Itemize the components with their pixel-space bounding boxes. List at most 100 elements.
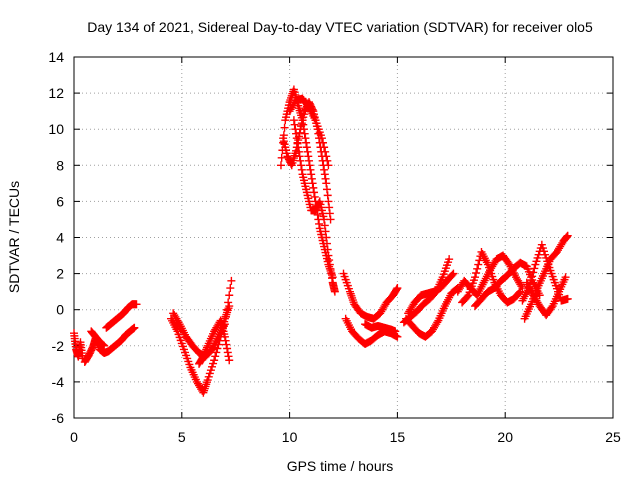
- data-point: [449, 269, 458, 278]
- y-axis-label: SDTVAR / TECUs: [6, 181, 22, 293]
- tick-labels: 0 5 10 15 20 25 -6 -4 -2 0 2 4 6 8 10 12 14: [48, 49, 621, 445]
- data-point-trace: [472, 268, 481, 277]
- data-point-trace: [313, 210, 322, 219]
- data-point-trace: [200, 349, 209, 358]
- data-point-trace: [463, 292, 472, 301]
- data-point-trace: [448, 270, 457, 279]
- data-point-trace: [290, 120, 299, 129]
- data-point-trace: [303, 147, 312, 156]
- data-point-trace: [297, 161, 306, 170]
- data-point-trace: [325, 203, 334, 212]
- data-point-trace: [321, 174, 330, 183]
- y-tick-label: 2: [56, 266, 64, 282]
- y-tick-label: 10: [48, 121, 64, 137]
- data-point-trace: [226, 284, 235, 293]
- data-point: [324, 161, 333, 170]
- data-point-trace: [527, 276, 536, 285]
- data-point-trace: [321, 147, 330, 156]
- data-point-trace: [295, 152, 304, 161]
- data-point: [276, 161, 285, 170]
- data-point-trace: [321, 227, 330, 236]
- series-arc-22: [520, 231, 572, 323]
- data-point: [563, 231, 572, 240]
- x-tick-label: 15: [390, 429, 406, 445]
- data-point: [330, 287, 339, 296]
- chart-title: Day 134 of 2021, Sidereal Day-to-day VTE…: [87, 19, 593, 35]
- data-point: [227, 276, 236, 285]
- data-point-trace: [308, 179, 317, 188]
- grid: [74, 57, 613, 418]
- series-arc-13: [341, 314, 402, 348]
- data-point: [302, 143, 311, 152]
- y-tick-label: 6: [56, 193, 64, 209]
- x-tick-label: 10: [282, 429, 298, 445]
- data-point: [132, 300, 141, 309]
- data-point: [393, 284, 402, 293]
- series-arc-16: [402, 284, 462, 341]
- data-point-trace: [326, 265, 335, 274]
- x-tick-label: 25: [605, 429, 621, 445]
- data-point-trace: [322, 233, 331, 242]
- data-point-trace: [293, 138, 302, 147]
- data-point-trace: [310, 192, 319, 201]
- series-arc-4: [87, 327, 109, 350]
- data-point-trace: [301, 134, 310, 143]
- data-point-trace: [320, 143, 329, 152]
- y-tick-label: 4: [56, 230, 64, 246]
- x-axis-label: GPS time / hours: [287, 458, 394, 474]
- data-point: [563, 294, 572, 303]
- data-point-trace: [320, 170, 329, 179]
- x-tick-label: 0: [70, 429, 78, 445]
- data-point-trace: [517, 282, 526, 291]
- data-point: [322, 179, 331, 188]
- data-point-trace: [563, 232, 572, 241]
- data-point-trace: [325, 256, 334, 265]
- data-point-trace: [222, 340, 231, 349]
- data-point-trace: [324, 197, 333, 206]
- data-point-trace: [320, 165, 329, 174]
- data-point-trace: [323, 156, 332, 165]
- data-point: [445, 255, 454, 264]
- data-point-trace: [224, 298, 233, 307]
- series-arc-3: [102, 300, 141, 332]
- data-point-trace: [223, 305, 232, 314]
- data-point-trace: [309, 183, 318, 192]
- data-point-trace: [473, 264, 482, 273]
- data-point: [320, 215, 329, 224]
- data-point-trace: [200, 350, 209, 359]
- data-point-trace: [300, 129, 309, 138]
- data-point-trace: [224, 352, 233, 361]
- data-point: [210, 356, 219, 365]
- series-arc-14: [361, 320, 400, 336]
- data-point: [307, 170, 316, 179]
- data-point-trace: [528, 272, 537, 281]
- data-point-trace: [392, 285, 401, 294]
- data-point-trace: [305, 156, 314, 165]
- data-point-trace: [292, 129, 301, 138]
- data-point-trace: [322, 152, 331, 161]
- data-point-trace: [296, 156, 305, 165]
- series-arc-23: [522, 273, 570, 320]
- data-point: [130, 323, 139, 332]
- data-point-trace: [292, 134, 301, 143]
- data-point: [471, 273, 480, 282]
- data-point-trace: [223, 344, 232, 353]
- series-arc-5: [167, 302, 234, 397]
- data-point: [391, 327, 400, 336]
- x-tick-label: 20: [497, 429, 513, 445]
- series-arc-17: [404, 269, 458, 318]
- data-point: [317, 134, 326, 143]
- x-tick-label: 5: [178, 429, 186, 445]
- data-point-trace: [562, 233, 571, 242]
- data-point-trace: [315, 198, 324, 207]
- data-point-trace: [225, 291, 234, 300]
- y-tick-label: -6: [52, 410, 65, 426]
- data-point-trace: [291, 125, 300, 134]
- data-point-trace: [295, 128, 304, 137]
- data-point-trace: [515, 288, 524, 297]
- data-point-trace: [302, 138, 311, 147]
- data-point-trace: [474, 260, 483, 269]
- data-point-trace: [433, 318, 442, 327]
- data-point-trace: [323, 245, 332, 254]
- series-arc-10: [289, 116, 339, 296]
